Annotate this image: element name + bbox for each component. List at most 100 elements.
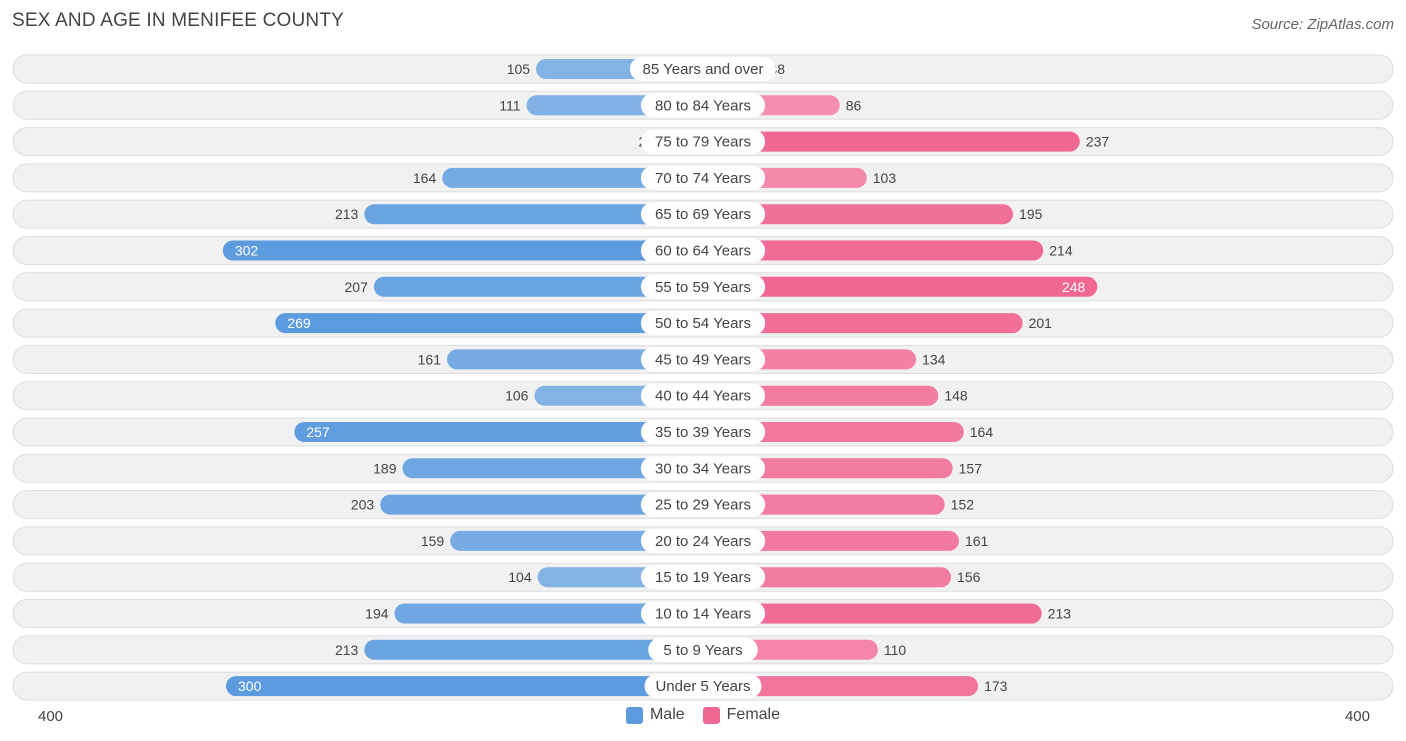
male-value-label: 164 [413, 170, 437, 186]
male-bar [450, 530, 703, 551]
legend-female-label: Female [726, 706, 781, 723]
female-bar [703, 204, 1014, 225]
legend-male-label: Male [649, 706, 685, 723]
male-bar [226, 676, 703, 697]
female-value-label: 248 [1062, 279, 1086, 295]
male-value-label: 213 [335, 206, 359, 222]
age-group-label: 35 to 39 Years [655, 424, 751, 441]
male-bar [294, 422, 703, 442]
age-group-label: 75 to 79 Years [655, 134, 751, 151]
age-group-label: 20 to 24 Years [655, 533, 751, 550]
age-group-pill [640, 129, 766, 154]
male-value-label: 207 [345, 279, 369, 295]
female-value-label: 214 [1049, 243, 1073, 259]
age-group-label: 60 to 64 Years [655, 243, 751, 260]
male-value-label: 159 [421, 533, 445, 549]
age-group-label: 5 to 9 Years [663, 642, 742, 659]
male-value-label: 106 [505, 388, 529, 404]
female-value-label: 164 [970, 424, 994, 440]
age-group-label: 10 to 14 Years [655, 606, 751, 623]
female-bar [703, 276, 1098, 297]
axis-left-max-label: 400 [38, 708, 64, 725]
age-group-label: 80 to 84 Years [655, 97, 751, 114]
female-value-label: 157 [959, 460, 983, 476]
male-value-label: 269 [287, 315, 311, 331]
age-group-label: 15 to 19 Years [655, 569, 751, 586]
female-value-label: 148 [944, 388, 968, 404]
age-group-pill [640, 420, 766, 444]
male-bar [373, 276, 703, 297]
female-value-label: 195 [1019, 206, 1043, 222]
chart-legend: Male Female [0, 706, 1406, 724]
female-value-label: 152 [951, 497, 975, 513]
male-bar [447, 349, 703, 370]
female-value-label: 161 [965, 533, 989, 549]
age-group-pill [640, 456, 766, 481]
male-value-label: 111 [499, 97, 520, 113]
male-bar [442, 167, 703, 188]
legend-item-female: Female [702, 706, 781, 724]
age-group-label: 85 Years and over [643, 61, 764, 78]
age-group-pill [640, 238, 766, 263]
male-bar [380, 494, 703, 515]
age-group-pill [640, 565, 766, 590]
female-bar [703, 313, 1023, 334]
legend-item-male: Male [625, 706, 685, 724]
age-group-pill [640, 347, 766, 372]
male-bar [394, 603, 703, 624]
female-value-label: 237 [1086, 134, 1110, 150]
age-group-pill [640, 274, 766, 299]
age-group-pill [640, 383, 766, 408]
male-value-label: 203 [351, 497, 375, 513]
age-group-pill [640, 311, 766, 336]
male-value-label: 189 [373, 460, 397, 476]
male-value-label: 104 [508, 569, 532, 585]
age-group-label: 40 to 44 Years [655, 388, 751, 405]
male-value-label: 300 [238, 678, 262, 694]
female-bar [703, 422, 964, 442]
female-swatch [702, 706, 720, 724]
female-bar [703, 458, 953, 479]
male-bar [364, 639, 703, 660]
male-bar [222, 240, 703, 261]
age-group-label: 25 to 29 Years [655, 497, 751, 514]
age-group-pill [640, 93, 766, 118]
age-group-label: 30 to 34 Years [655, 460, 751, 477]
male-bar [275, 313, 703, 334]
chart-title: SEX AND AGE IN MENIFEE COUNTY [12, 10, 345, 31]
female-bar [703, 603, 1042, 624]
male-value-label: 105 [507, 61, 531, 77]
female-value-label: 173 [984, 678, 1008, 694]
age-group-pill [640, 528, 766, 553]
female-value-label: 134 [922, 351, 946, 367]
age-group-pill [640, 165, 766, 190]
male-value-label: 213 [335, 642, 359, 658]
male-value-label: 161 [418, 351, 442, 367]
age-group-pill [644, 674, 762, 699]
female-value-label: 201 [1029, 315, 1053, 331]
male-value-label: 194 [365, 606, 389, 622]
female-bar [703, 676, 979, 697]
male-value-label: 257 [306, 424, 330, 440]
axis-right-max-label: 400 [1344, 708, 1370, 725]
male-bar [402, 458, 703, 479]
female-value-label: 213 [1048, 606, 1072, 622]
age-group-pill [640, 601, 766, 626]
age-group-label: Under 5 Years [655, 678, 750, 695]
age-group-label: 50 to 54 Years [655, 315, 751, 332]
source-label: Source: ZipAtlas.com [1251, 16, 1394, 33]
female-bar [703, 567, 952, 588]
female-bar [703, 240, 1044, 261]
female-value-label: 86 [846, 97, 862, 113]
age-group-label: 70 to 74 Years [655, 170, 751, 187]
age-group-pill [648, 637, 758, 662]
female-bar [703, 530, 959, 551]
age-group-pill [629, 57, 777, 81]
age-group-pill [640, 202, 766, 227]
male-value-label: 302 [235, 243, 259, 259]
male-swatch [625, 706, 643, 724]
female-value-label: 110 [884, 642, 907, 658]
female-value-label: 156 [957, 569, 981, 585]
female-value-label: 103 [873, 170, 897, 186]
